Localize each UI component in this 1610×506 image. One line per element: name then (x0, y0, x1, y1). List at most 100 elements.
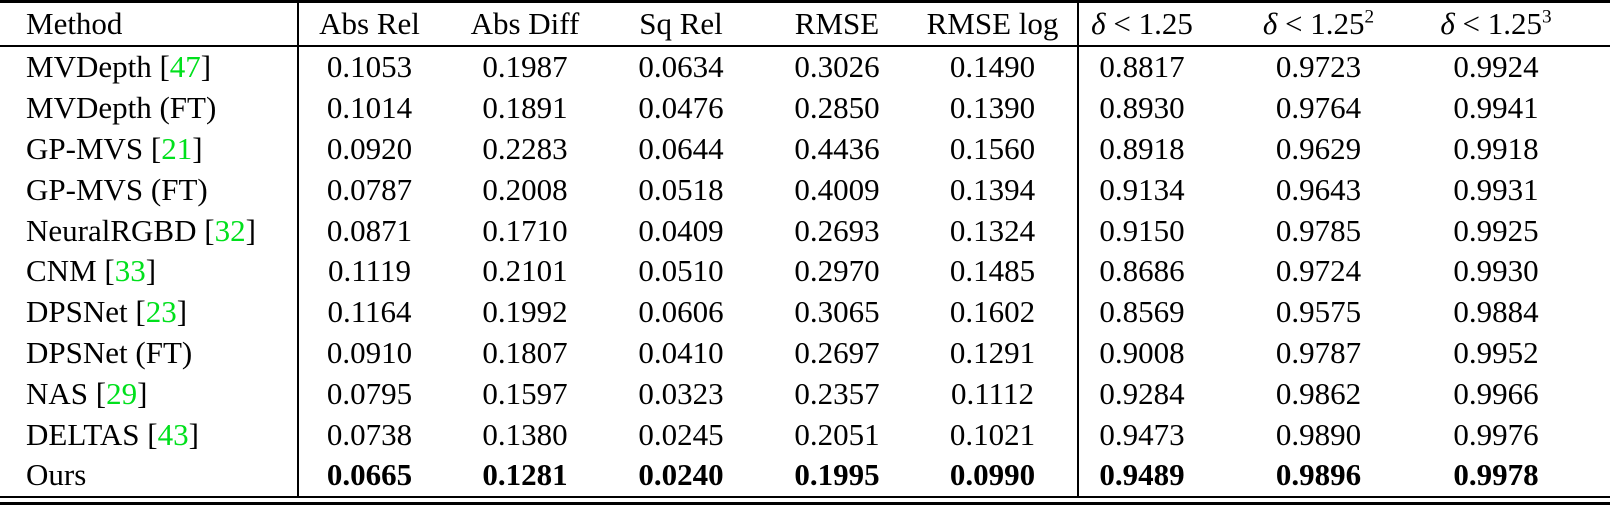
value-cell: 0.3026 (794, 49, 880, 85)
value-cell: 0.8686 (1099, 253, 1185, 289)
threshold-exponent: 2 (1364, 6, 1375, 28)
column-header: Method (0, 1, 299, 47)
method-cell: GP-MVS [21] (0, 128, 299, 170)
value-cell: 0.2697 (794, 334, 880, 370)
value-cell: 0.0644 (638, 130, 724, 166)
value-cell: 0.0518 (638, 171, 724, 207)
delta-symbol: δ (1440, 6, 1455, 41)
value-cell: 0.1053 (326, 49, 413, 85)
value-cell: 0.9643 (1275, 171, 1362, 207)
value-cell: 0.0910 (326, 334, 413, 370)
citation-link[interactable]: 47 (169, 49, 201, 85)
method-cell: NAS [29] (0, 373, 299, 415)
column-header: Abs Rel (298, 1, 454, 47)
column-header: RMSE (766, 1, 922, 47)
value-cell: 0.1324 (922, 210, 1079, 251)
column-header: δ < 1.252 (1255, 1, 1432, 47)
value-cell: 0.1281 (482, 457, 568, 493)
value-cell: 0.0665 (326, 457, 413, 493)
method-name: CNM (26, 253, 97, 289)
value-cell: 0.9966 (1453, 375, 1539, 411)
value-cell: 0.0738 (326, 416, 413, 452)
value-cell: 0.1490 (922, 46, 1079, 88)
value-cell: 0.1021 (922, 414, 1079, 455)
column-header: RMSE log (922, 1, 1079, 47)
method-cell: MVDepth (FT) (0, 87, 299, 129)
value-cell: 0.1602 (922, 291, 1079, 333)
table-row: Ours 0.0665 0.1281 0.0240 0.1995 0.0990 0.9489… (0, 454, 1610, 497)
value-cell: 0.9489 (1099, 457, 1185, 493)
value-cell: 0.8930 (1099, 90, 1185, 126)
value-cell: 0.0920 (326, 130, 413, 166)
method-cell: DPSNet [23] (0, 291, 299, 333)
value-cell: 0.1112 (922, 373, 1079, 415)
value-cell: 0.9890 (1275, 416, 1362, 452)
value-cell: 0.2101 (482, 253, 568, 289)
method-cell: Ours (0, 454, 299, 497)
column-header: Sq Rel (610, 1, 766, 47)
value-cell: 0.0323 (638, 375, 724, 411)
value-cell: 0.0240 (638, 457, 724, 493)
value-cell: 0.1394 (922, 169, 1079, 211)
value-cell: 0.2051 (794, 416, 880, 452)
citation-link[interactable]: 23 (145, 294, 177, 330)
value-cell: 0.0787 (326, 171, 413, 207)
value-cell: 0.9976 (1453, 416, 1539, 452)
table-row: GP-MVS [21] 0.0920 0.2283 0.0644 0.4436 0.156… (0, 128, 1610, 170)
table-row: DELTAS [43] 0.0738 0.1380 0.0245 0.2051 0.102… (0, 414, 1610, 455)
column-header: δ < 1.25 (1078, 1, 1255, 47)
value-cell: 0.1987 (482, 49, 568, 85)
method-name: NeuralRGBD (26, 212, 197, 248)
method-cell: CNM [33] (0, 250, 299, 292)
value-cell: 0.1891 (482, 90, 568, 126)
value-cell: 0.0510 (638, 253, 724, 289)
header-row: Method Abs Rel Abs Diff Sq Rel RMSE RMSE log δ… (0, 1, 1610, 47)
method-name: DPSNet (FT) (26, 334, 193, 370)
value-cell: 0.2970 (794, 253, 880, 289)
value-cell: 0.9930 (1453, 253, 1539, 289)
column-header: δ < 1.253 (1432, 1, 1610, 47)
value-cell: 0.9941 (1453, 90, 1539, 126)
method-name: Ours (26, 457, 87, 493)
value-cell: 0.9785 (1275, 212, 1362, 248)
value-cell: 0.1390 (922, 87, 1079, 129)
value-cell: 0.9862 (1275, 375, 1362, 411)
value-cell: 0.9896 (1275, 457, 1362, 493)
method-name: MVDepth (FT) (26, 90, 217, 126)
value-cell: 0.0871 (326, 212, 413, 248)
method-name: DELTAS (26, 416, 140, 452)
value-cell: 0.1291 (922, 332, 1079, 374)
value-cell: 0.1014 (326, 90, 413, 126)
value-cell: 0.8569 (1099, 294, 1185, 330)
threshold-exponent: 3 (1542, 6, 1552, 28)
table-row: NeuralRGBD [32] 0.0871 0.1710 0.0409 0.2693 0… (0, 210, 1610, 251)
value-cell: 0.2850 (794, 90, 880, 126)
table-row: CNM [33] 0.1119 0.2101 0.0510 0.2970 0.1485 0.… (0, 250, 1610, 292)
value-cell: 0.9924 (1453, 49, 1539, 85)
value-cell: 0.2357 (794, 375, 880, 411)
value-cell: 0.9284 (1099, 375, 1185, 411)
citation-link[interactable]: 29 (106, 375, 138, 411)
citation-link[interactable]: 33 (114, 253, 146, 289)
value-cell: 0.0990 (922, 454, 1079, 497)
value-cell: 0.4436 (794, 130, 880, 166)
value-cell: 0.8918 (1099, 130, 1185, 166)
value-cell: 0.9978 (1453, 457, 1539, 493)
citation-link[interactable]: 32 (214, 212, 246, 248)
value-cell: 0.9150 (1099, 212, 1185, 248)
table-row: MVDepth [47] 0.1053 0.1987 0.0634 0.3026 0.14… (0, 46, 1610, 88)
value-cell: 0.1119 (328, 253, 411, 289)
value-cell: 0.9575 (1275, 294, 1362, 330)
value-cell: 0.1485 (922, 250, 1079, 292)
value-cell: 0.9008 (1099, 334, 1185, 370)
citation-link[interactable]: 21 (161, 130, 193, 166)
value-cell: 0.9952 (1453, 334, 1539, 370)
value-cell: 0.0409 (638, 212, 724, 248)
value-cell: 0.0410 (638, 334, 724, 370)
method-cell: GP-MVS (FT) (0, 169, 299, 211)
table-row: MVDepth (FT) 0.1014 0.1891 0.0476 0.2850 0.13… (0, 87, 1610, 129)
citation-link[interactable]: 43 (157, 416, 189, 452)
method-name: NAS (26, 375, 89, 411)
